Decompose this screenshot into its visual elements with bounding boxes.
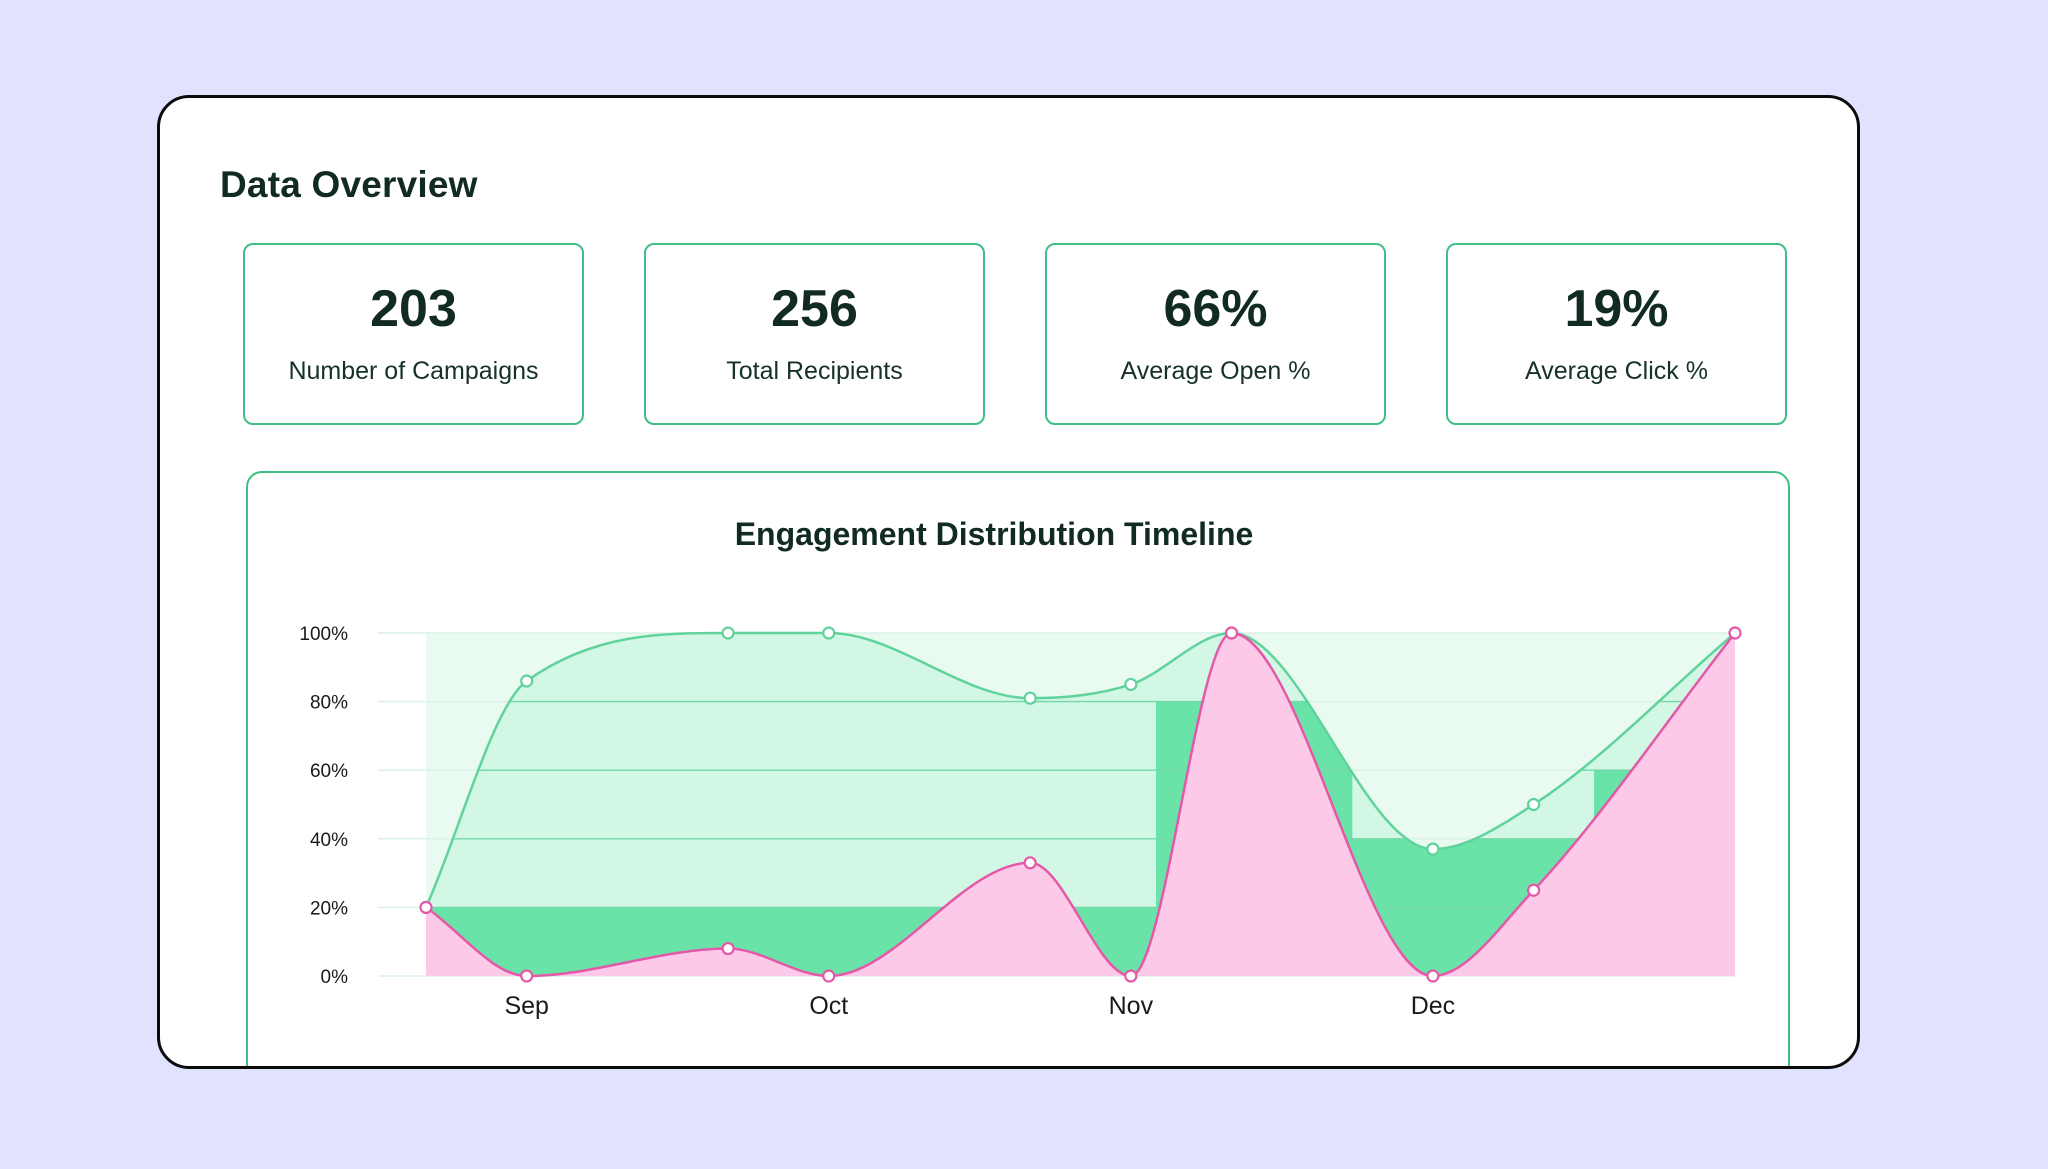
stat-card-open-rate[interactable]: 66% Average Open % bbox=[1045, 243, 1386, 425]
stat-value: 66% bbox=[1163, 280, 1268, 338]
dashboard-window: Data Overview 203 Number of Campaigns 25… bbox=[157, 95, 1860, 1069]
x-tick-label: Oct bbox=[809, 992, 848, 1020]
click-rate-area bbox=[426, 633, 1735, 976]
stat-label: Total Recipients bbox=[726, 357, 903, 385]
open-rate-point bbox=[822, 626, 836, 640]
click-rate-point bbox=[1527, 883, 1541, 897]
x-tick-label: Nov bbox=[1109, 992, 1154, 1020]
y-tick-label: 40% bbox=[310, 830, 348, 851]
click-rate-point bbox=[1023, 856, 1037, 870]
y-tick-label: 100% bbox=[299, 624, 348, 645]
open-rate-point bbox=[1023, 691, 1037, 705]
stat-value: 256 bbox=[771, 280, 858, 338]
engagement-chart: Engagement Distribution Timeline 0% 20% 40… bbox=[299, 516, 1742, 1020]
click-rate-point bbox=[1124, 969, 1138, 983]
y-tick-label: 60% bbox=[310, 761, 348, 782]
x-tick-label: Dec bbox=[1411, 992, 1455, 1020]
stat-label: Average Open % bbox=[1120, 357, 1311, 385]
y-tick-label: 80% bbox=[310, 693, 348, 714]
stat-label: Number of Campaigns bbox=[288, 357, 539, 385]
stat-card-campaigns[interactable]: 203 Number of Campaigns bbox=[243, 243, 584, 425]
click-rate-point bbox=[520, 969, 534, 983]
open-rate-point bbox=[721, 626, 735, 640]
x-tick-label: Sep bbox=[504, 992, 548, 1020]
click-rate-point bbox=[1224, 626, 1239, 640]
chart-title: Engagement Distribution Timeline bbox=[735, 516, 1254, 552]
open-rate-point bbox=[1426, 842, 1440, 856]
open-rate-line bbox=[424, 631, 1736, 908]
engagement-chart-card: Engagement Distribution Timeline 0% 20% 40… bbox=[246, 471, 1790, 1066]
stat-card-click-rate[interactable]: 19% Average Click % bbox=[1446, 243, 1787, 425]
click-rate-point bbox=[1728, 626, 1742, 640]
y-tick-label: 20% bbox=[310, 898, 348, 919]
stat-value: 203 bbox=[370, 280, 457, 338]
open-rate-point bbox=[1527, 797, 1541, 812]
click-rate-point bbox=[419, 900, 433, 914]
stat-card-recipients[interactable]: 256 Total Recipients bbox=[644, 243, 985, 425]
page-title: Data Overview bbox=[220, 164, 478, 205]
click-rate-point bbox=[822, 969, 836, 983]
stat-value: 19% bbox=[1564, 280, 1669, 338]
click-rate-point bbox=[721, 941, 735, 956]
y-tick-label: 0% bbox=[321, 967, 349, 988]
click-rate-point bbox=[1426, 969, 1440, 983]
stat-label: Average Click % bbox=[1525, 357, 1708, 385]
open-rate-point bbox=[1124, 677, 1138, 692]
open-rate-point bbox=[520, 674, 534, 688]
